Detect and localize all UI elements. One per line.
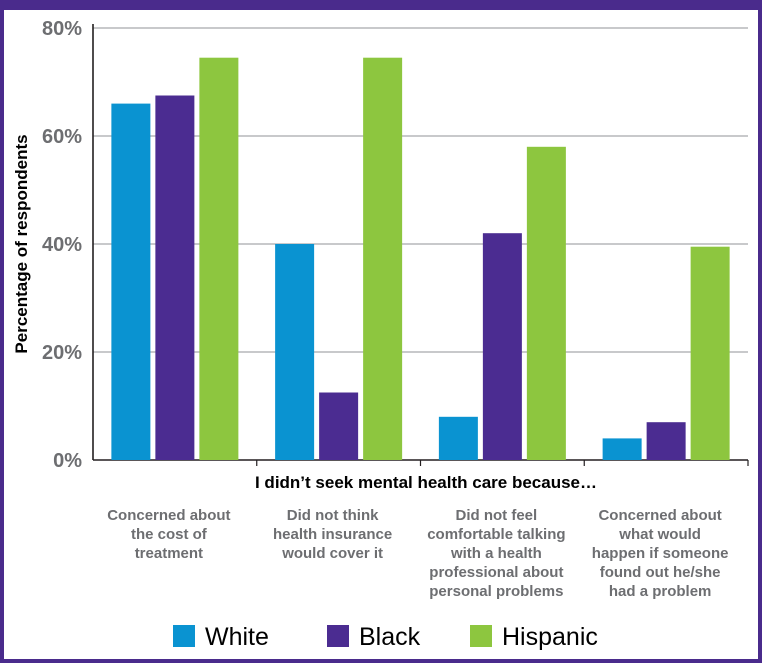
- bar-white: [438, 416, 478, 460]
- bar-hispanic: [363, 57, 403, 460]
- category-label: the cost of: [131, 526, 208, 543]
- category-label: personal problems: [429, 583, 563, 600]
- category-label: Did not feel: [456, 507, 538, 524]
- category-label: Concerned about: [598, 507, 721, 524]
- category-label: found out he/she: [600, 564, 721, 581]
- y-tick-label: 20%: [42, 342, 82, 364]
- legend-label-white: White: [205, 623, 269, 651]
- legend-label-black: Black: [359, 623, 421, 651]
- bar-white: [111, 103, 151, 460]
- bar-black: [646, 422, 686, 460]
- category-label: happen if someone: [592, 545, 729, 562]
- legend-label-hispanic: Hispanic: [502, 623, 598, 651]
- bar-white: [275, 244, 315, 460]
- y-tick-label: 60%: [42, 126, 82, 148]
- bar-hispanic: [690, 246, 730, 460]
- y-tick-label: 80%: [42, 18, 82, 40]
- category-label: health insurance: [273, 526, 392, 543]
- y-tick-label: 40%: [42, 234, 82, 256]
- bar-black: [155, 95, 195, 460]
- bar-black: [482, 233, 522, 460]
- legend-swatch-hispanic: [470, 625, 492, 647]
- category-label: Did not think: [287, 507, 379, 524]
- category-label: comfortable talking: [427, 526, 565, 543]
- bar-hispanic: [526, 146, 566, 461]
- legend-swatch-black: [327, 625, 349, 647]
- category-label: had a problem: [609, 583, 712, 600]
- legend-swatch-white: [173, 625, 195, 647]
- bar-white: [602, 438, 642, 460]
- category-label: Concerned about: [107, 507, 230, 524]
- category-label: treatment: [135, 545, 203, 562]
- y-tick-label: 0%: [53, 450, 82, 472]
- category-label: professional about: [429, 564, 563, 581]
- category-label: what would: [618, 526, 701, 543]
- x-axis-label: I didn’t seek mental health care because…: [255, 473, 597, 492]
- category-label: would cover it: [281, 545, 383, 562]
- bar-hispanic: [199, 57, 239, 460]
- y-axis-label: Percentage of respondents: [12, 134, 31, 353]
- bar-black: [319, 392, 359, 460]
- category-label: with a health: [450, 545, 542, 562]
